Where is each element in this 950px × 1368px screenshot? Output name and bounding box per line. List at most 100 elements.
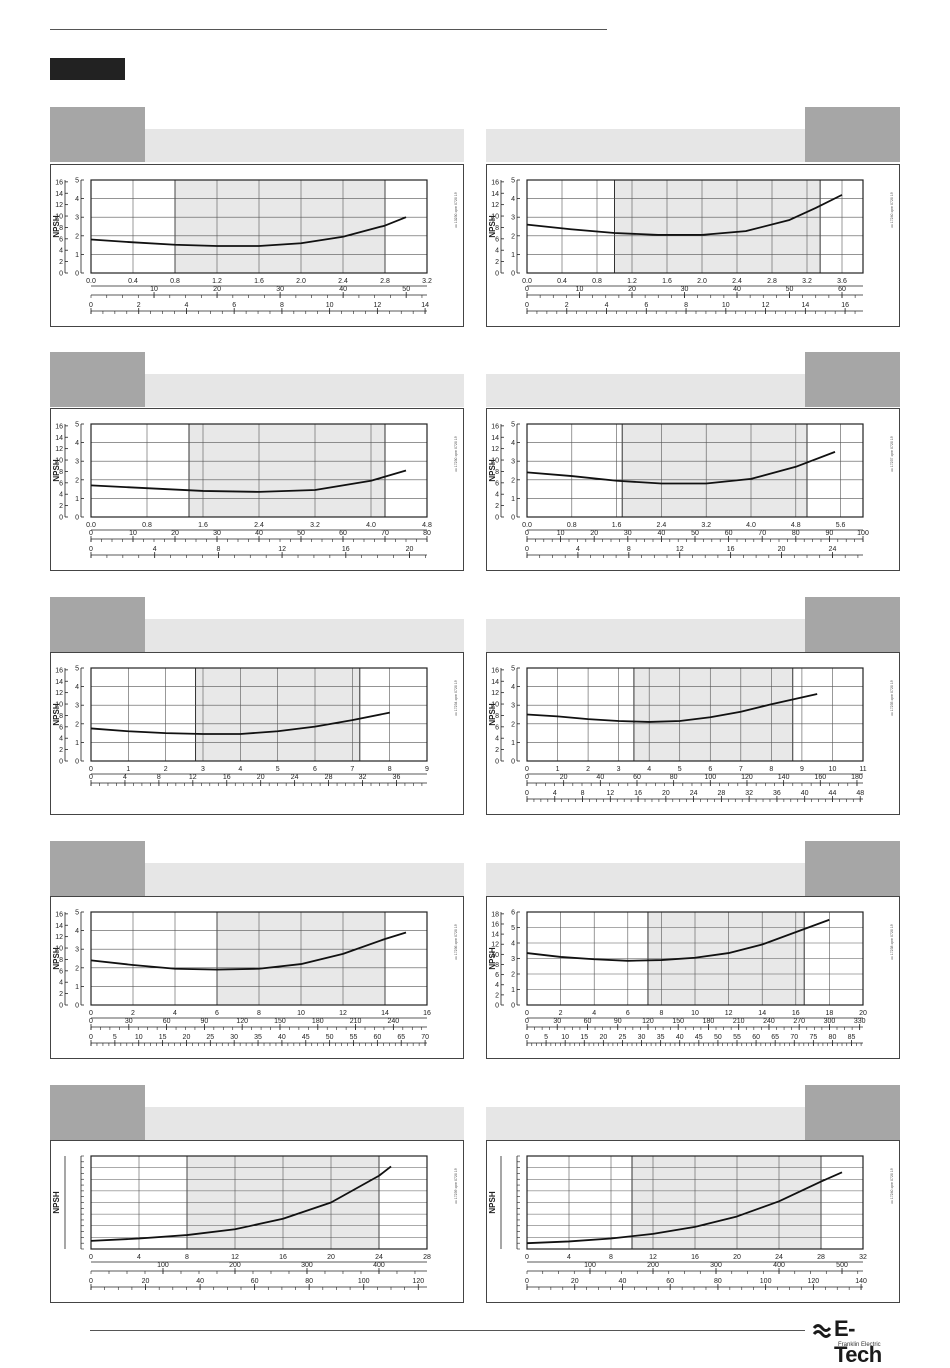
- x-axis-2-tick-label: 12: [189, 774, 197, 781]
- x-main-tick-label: 12: [339, 1010, 347, 1017]
- x-axis-3-tick-label: 44: [829, 790, 837, 797]
- x-axis-3-tick-label: 10: [722, 302, 730, 309]
- x-main-tick-label: 6: [313, 766, 317, 773]
- x-axis-3-tick-label: 40: [676, 1034, 684, 1041]
- x-main-tick-label: 2: [131, 1010, 135, 1017]
- x-axis-3-tick-label: 16: [841, 302, 849, 309]
- x-axis-2-tick-label: 8: [157, 774, 161, 781]
- chart-header-5: [50, 597, 464, 652]
- y-ft-tick-label: 12: [55, 446, 63, 453]
- y-ft-tick-label: 14: [491, 191, 499, 198]
- x-axis-2-tick-label: 60: [584, 1018, 592, 1025]
- y-ft-tick-label: 8: [59, 469, 63, 476]
- chart-code: xx 17239 xpm 0720 19: [454, 1168, 458, 1203]
- chart-header-3: [50, 352, 464, 407]
- x-main-tick-label: 4.8: [422, 522, 432, 529]
- y-ft-tick-label: 8: [495, 469, 499, 476]
- x-axis-2-tick-label: 30: [125, 1018, 133, 1025]
- chart-code: xx 17235 xpm 0720 19: [890, 680, 894, 715]
- x-main-tick-label: 0.8: [567, 522, 577, 529]
- x-axis-3-tick-label: 28: [717, 790, 725, 797]
- y-axis-label: NPSH: [52, 947, 61, 969]
- npsh-chart-4: 0 1 2 3 4 5 0 2 4 6 8 10 12 14 16 NPSH 0.0 0.8 1.6 2.4 3.2 4.…: [486, 408, 900, 571]
- y-m-tick-label: 3: [511, 703, 515, 710]
- x-main-tick-label: 4: [137, 1254, 141, 1261]
- x-axis-3-tick-label: 60: [251, 1278, 259, 1285]
- y-ft-tick-label: 16: [491, 921, 499, 928]
- x-axis-2-tick-label: 90: [614, 1018, 622, 1025]
- y-ft-tick-label: 6: [59, 724, 63, 731]
- x-axis-3-tick-label: 14: [801, 302, 809, 309]
- operating-range-band: [621, 423, 808, 518]
- x-axis-3-tick-label: 35: [254, 1034, 262, 1041]
- x-axis-3-tick-label: 20: [571, 1278, 579, 1285]
- x-axis-2-tick-label: 30: [553, 1018, 561, 1025]
- x-axis-3-tick-label: 80: [305, 1278, 313, 1285]
- x-axis-3-tick-label: 14: [421, 302, 429, 309]
- y-ft-tick-label: 2: [495, 259, 499, 266]
- y-ft-tick-label: 14: [491, 932, 499, 939]
- x-main-tick-label: 3: [201, 766, 205, 773]
- x-axis-2-tick-label: 120: [642, 1018, 654, 1025]
- y-ft-tick-label: 0: [59, 1003, 63, 1010]
- y-ft-tick-label: 8: [495, 962, 499, 969]
- x-axis-3-tick-label: 65: [397, 1034, 405, 1041]
- operating-range-band: [188, 423, 386, 518]
- wave-logo-icon: [812, 1324, 832, 1338]
- x-axis-3-tick-label: 0: [525, 790, 529, 797]
- x-axis-2-tick-label: 100: [857, 530, 869, 537]
- y-ft-tick-label: 4: [495, 248, 499, 255]
- x-axis-2-tick-label: 240: [763, 1018, 775, 1025]
- x-main-tick-label: 12: [231, 1254, 239, 1261]
- x-main-tick-label: 10: [691, 1010, 699, 1017]
- x-axis-2-tick-label: 210: [350, 1018, 362, 1025]
- x-axis-2-tick-label: 300: [710, 1262, 722, 1269]
- x-axis-2-tick-label: 270: [793, 1018, 805, 1025]
- x-axis-2-tick-label: 40: [596, 774, 604, 781]
- plot-frame: [90, 911, 428, 1006]
- x-main-tick-label: 0: [89, 1010, 93, 1017]
- x-axis-3-tick-label: 20: [662, 790, 670, 797]
- chart-code: xx 17240 xpm 0720 19: [890, 192, 894, 227]
- x-axis-2-tick-label: 0: [525, 1018, 529, 1025]
- x-axis-3-tick-label: 6: [232, 302, 236, 309]
- x-main-tick-label: 4.8: [791, 522, 801, 529]
- x-axis-3-tick-label: 0: [525, 546, 529, 553]
- x-main-tick-label: 8: [388, 766, 392, 773]
- x-axis-2-tick-label: 100: [157, 1262, 169, 1269]
- y-ft-tick-label: 16: [491, 667, 499, 674]
- x-axis-2-tick-label: 100: [584, 1262, 596, 1269]
- x-axis-3-tick-label: 15: [159, 1034, 167, 1041]
- y-m-tick-label: 1: [511, 740, 515, 747]
- x-main-tick-label: 8: [659, 1010, 663, 1017]
- x-axis-3-tick-label: 15: [580, 1034, 588, 1041]
- y-m-tick-label: 5: [511, 925, 515, 932]
- x-axis-3-tick-label: 4: [185, 302, 189, 309]
- y-axis-label: NPSH: [488, 459, 497, 481]
- x-axis-3-tick-label: 20: [142, 1278, 150, 1285]
- x-axis-3-tick-label: 20: [406, 546, 414, 553]
- y-ft-tick-label: 4: [59, 492, 63, 499]
- y-m-tick-label: 5: [75, 422, 79, 429]
- x-axis-2-tick-label: 4: [123, 774, 127, 781]
- x-axis-3-tick-label: 8: [627, 546, 631, 553]
- x-axis-2-tick-label: 32: [359, 774, 367, 781]
- plot-frame: [90, 667, 428, 762]
- x-main-tick-label: 2.4: [732, 278, 742, 285]
- x-axis-3-tick-label: 55: [733, 1034, 741, 1041]
- x-axis-2-tick-label: 40: [658, 530, 666, 537]
- plot-frame: [526, 179, 864, 274]
- x-axis-3-tick-label: 0: [525, 1034, 529, 1041]
- x-main-tick-label: 2.8: [380, 278, 390, 285]
- x-axis-3-tick-label: 4: [576, 546, 580, 553]
- y-ft-tick-label: 2: [59, 991, 63, 998]
- x-axis-3-tick-label: 70: [421, 1034, 429, 1041]
- x-main-tick-label: 7: [350, 766, 354, 773]
- y-ft-tick-label: 10: [55, 458, 63, 465]
- y-axis-label: NPSH: [488, 215, 497, 237]
- x-axis-2-tick-label: 10: [576, 286, 584, 293]
- y-m-tick-label: 3: [511, 956, 515, 963]
- x-main-tick-label: 4.0: [746, 522, 756, 529]
- x-axis-2-tick-label: 60: [838, 286, 846, 293]
- y-ft-tick-label: 4: [59, 980, 63, 987]
